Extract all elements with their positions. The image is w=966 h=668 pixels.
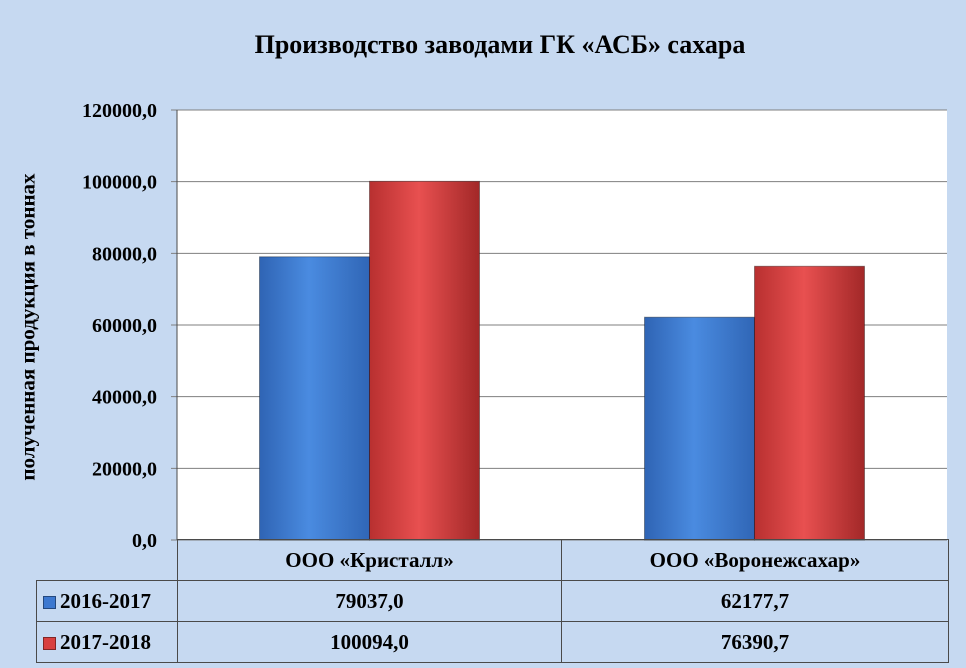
- series-label-cell: 2016-2017: [36, 580, 178, 622]
- bar-2016-2017-0: [259, 256, 370, 541]
- data-label-1-0: 100094,0: [177, 621, 562, 663]
- bar-2016-2017-1: [644, 316, 755, 541]
- data-label-0-1: 62177,7: [561, 580, 949, 622]
- y-tick-label: 20000,0: [92, 458, 157, 480]
- y-tick-label: 60000,0: [92, 315, 157, 337]
- legend-key-2017-2018: [43, 637, 56, 651]
- table-row: 2016-2017 79037,0 62177,7: [36, 580, 949, 622]
- series-name-1: 2017-2018: [60, 629, 151, 654]
- data-table: ООО «Кристалл» ООО «Воронежсахар» 2016-2…: [36, 539, 949, 663]
- y-tick-label: 100000,0: [82, 172, 157, 194]
- table-row: 2017-2018 100094,0 76390,7: [36, 621, 949, 663]
- bar-2017-2018-1: [754, 265, 865, 541]
- y-axis-ticks: 0,020000,040000,060000,080000,0100000,01…: [82, 100, 157, 552]
- series-name-0: 2016-2017: [60, 588, 151, 613]
- legend-key-2016-2017: [43, 596, 56, 610]
- data-label-0-0: 79037,0: [177, 580, 562, 622]
- y-tick-label: 120000,0: [82, 100, 157, 122]
- y-tick-label: 80000,0: [92, 243, 157, 265]
- data-label-1-1: 76390,7: [561, 621, 949, 663]
- table-header-row: ООО «Кристалл» ООО «Воронежсахар»: [36, 539, 949, 581]
- category-label-0: ООО «Кристалл»: [177, 539, 562, 581]
- category-label-1: ООО «Воронежсахар»: [561, 539, 949, 581]
- bars: [259, 180, 865, 541]
- y-tick-label: 40000,0: [92, 387, 157, 409]
- series-label-cell: 2017-2018: [36, 621, 178, 663]
- bar-2017-2018-0: [369, 180, 480, 541]
- table-corner-cell: [36, 539, 178, 581]
- chart-title: Производство заводами ГК «АСБ» сахара: [254, 30, 746, 59]
